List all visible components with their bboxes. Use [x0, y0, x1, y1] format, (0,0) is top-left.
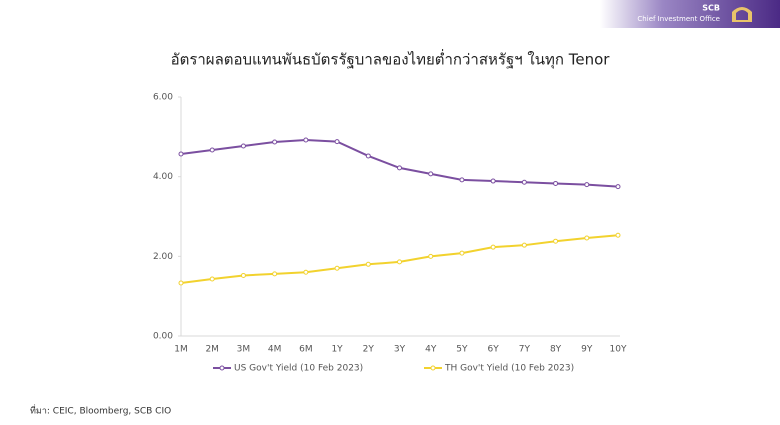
data-point — [459, 177, 465, 183]
brand-banner — [600, 0, 780, 28]
legend-label: TH Gov't Yield (10 Feb 2023) — [444, 364, 574, 374]
y-tick-label: 6.00 — [153, 93, 173, 103]
x-tick-label: 4Y — [425, 345, 437, 355]
legend-marker — [430, 365, 436, 371]
data-point — [428, 171, 434, 177]
legend-marker — [219, 365, 225, 371]
source-note: ที่มา: CEIC, Bloomberg, SCB CIO — [30, 404, 171, 417]
data-point — [584, 182, 590, 188]
x-tick-label: 1M — [174, 345, 188, 355]
data-point — [553, 180, 559, 186]
brand-unit: Chief Investment Office — [637, 15, 720, 23]
data-point — [397, 259, 402, 265]
data-point — [365, 261, 371, 267]
chart-title: อัตราผลตอบแทนพันธบัตรรัฐบาลของไทยต่ำกว่า… — [171, 49, 611, 70]
x-tick-label: 4M — [268, 345, 282, 355]
data-point — [615, 184, 621, 190]
data-point — [303, 137, 309, 143]
data-point — [397, 165, 402, 171]
x-tick-label: 10Y — [610, 345, 627, 355]
data-point — [459, 250, 465, 256]
data-point — [490, 178, 496, 184]
x-tick-label: 2M — [205, 345, 219, 355]
data-point — [521, 242, 527, 248]
data-point — [334, 265, 340, 271]
data-point — [615, 232, 621, 238]
brand-name: SCB — [702, 4, 720, 13]
y-tick-label: 0.00 — [153, 332, 173, 342]
data-point — [428, 253, 434, 259]
x-tick-label: 7Y — [519, 345, 531, 355]
x-tick-label: 3Y — [394, 345, 406, 355]
x-tick-label: 6M — [299, 345, 313, 355]
y-tick-label: 2.00 — [153, 252, 173, 262]
x-tick-label: 6Y — [488, 345, 500, 355]
data-point — [272, 271, 278, 277]
data-point — [334, 139, 340, 145]
data-point — [490, 244, 496, 250]
x-tick-label: 9Y — [581, 345, 593, 355]
data-point — [272, 139, 278, 145]
x-tick-label: 8Y — [550, 345, 562, 355]
data-point — [553, 238, 559, 244]
x-tick-label: 5Y — [456, 345, 468, 355]
data-point — [178, 280, 184, 286]
series-line — [180, 234, 619, 285]
data-point — [584, 235, 590, 241]
x-tick-label: 3M — [237, 345, 251, 355]
x-tick-label: 1Y — [331, 345, 343, 355]
data-point — [521, 179, 527, 185]
x-tick-label: 2Y — [363, 345, 375, 355]
data-point — [240, 272, 246, 278]
brand-logo — [732, 7, 752, 22]
series-line — [180, 139, 619, 188]
data-point — [209, 276, 215, 282]
data-point — [365, 153, 371, 159]
legend-label: US Gov't Yield (10 Feb 2023) — [234, 364, 363, 374]
data-point — [240, 143, 246, 149]
y-tick-label: 4.00 — [153, 172, 173, 182]
data-point — [303, 269, 309, 275]
data-point — [178, 151, 184, 157]
data-point — [209, 147, 215, 153]
